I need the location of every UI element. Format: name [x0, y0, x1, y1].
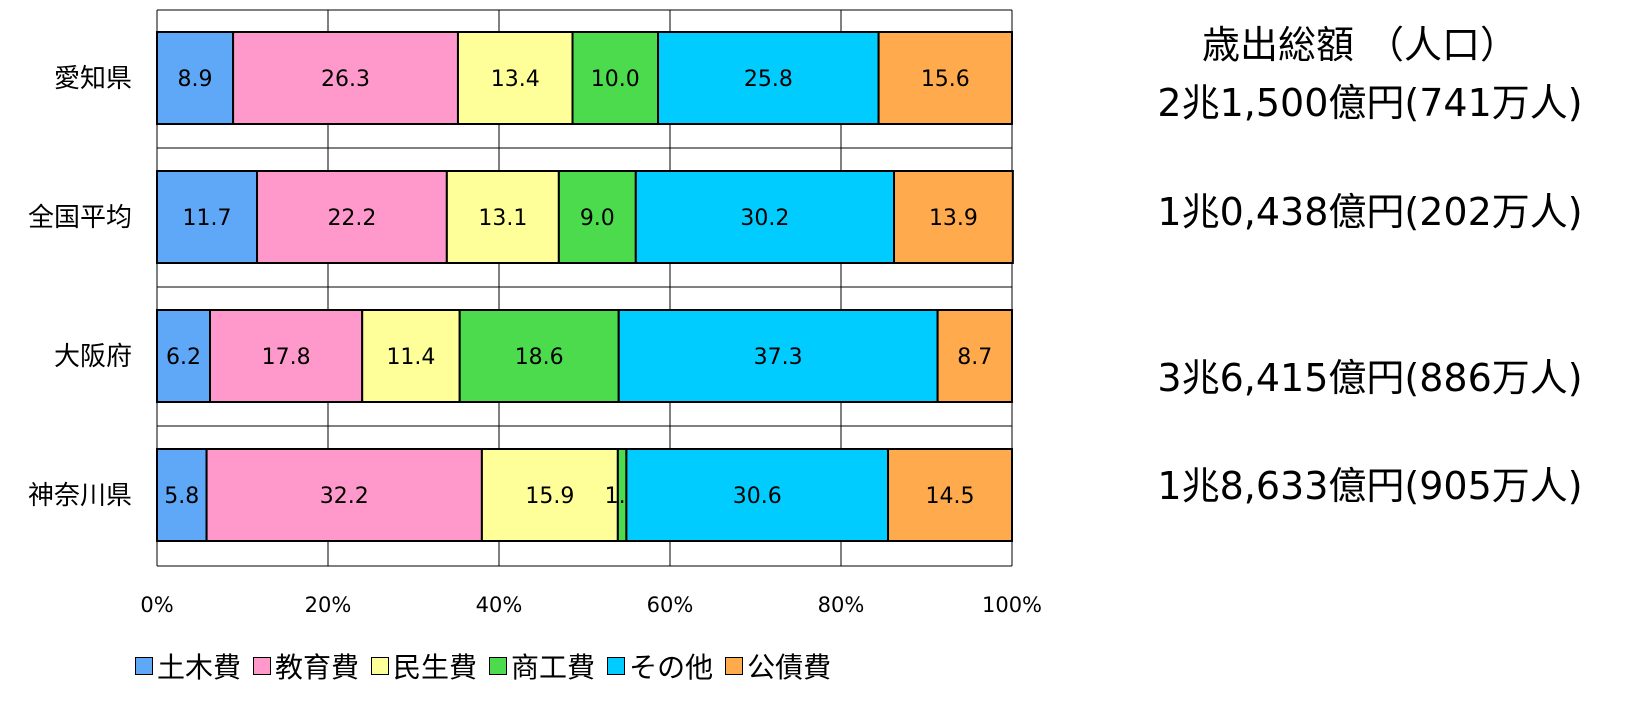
legend-label-2: 民生費 — [393, 651, 478, 684]
legend: 土木費 教育費 民生費 商工費 その他 公債費 — [135, 646, 843, 686]
bar-1-0 — [156, 170, 259, 264]
category-label-1: 全国平均 — [28, 203, 132, 233]
bar-2-0 — [156, 309, 212, 403]
data-label-3-4: 30.6 — [733, 484, 782, 509]
x-tick-label-4: 80% — [818, 593, 865, 617]
data-label-0-0: 8.9 — [178, 67, 213, 92]
legend-swatch-1 — [253, 657, 272, 675]
data-label-3-5: 14.5 — [926, 484, 975, 509]
legend-label-5: 公債費 — [747, 651, 832, 684]
total-national-average: 1兆0,438億円(202万人) — [1157, 190, 1583, 234]
legend-label-4: その他 — [629, 651, 714, 684]
bar-3-2 — [480, 448, 619, 542]
bar-0-0 — [156, 31, 235, 125]
category-label-3: 神奈川県 — [28, 481, 132, 511]
data-label-2-3: 18.6 — [515, 345, 564, 370]
data-label-0-1: 26.3 — [321, 67, 370, 92]
data-label-0-3: 10.0 — [591, 67, 640, 92]
data-label-2-1: 17.8 — [262, 345, 311, 370]
data-label-2-5: 8.7 — [957, 345, 992, 370]
bar-3-4 — [625, 448, 890, 542]
legend-item-4: その他 — [607, 646, 713, 686]
bar-0-2 — [456, 31, 574, 125]
x-tick-label-3: 60% — [647, 593, 694, 617]
legend-label-0: 土木費 — [157, 651, 242, 684]
bar-2-4 — [617, 309, 939, 403]
x-tick-label-1: 20% — [305, 593, 352, 617]
bar-1-2 — [445, 170, 560, 264]
x-tick-label-2: 40% — [476, 593, 523, 617]
total-kanagawa: 1兆8,633億円(905万人) — [1157, 464, 1583, 508]
bar-1-1 — [256, 170, 448, 264]
bar-0-1 — [232, 31, 459, 125]
data-label-1-5: 13.9 — [929, 206, 978, 231]
bar-2-1 — [209, 309, 364, 403]
bar-0-4 — [657, 31, 880, 125]
category-label-0: 愛知県 — [54, 64, 132, 94]
data-label-3-1: 32.2 — [320, 484, 369, 509]
bar-2-3 — [458, 309, 620, 403]
x-tick-label-0: 0% — [140, 593, 173, 617]
legend-swatch-0 — [135, 657, 153, 675]
x-tick-labels: 0% 20% 40% 60% 80% 100% — [140, 593, 1042, 617]
data-label-0-2: 13.4 — [491, 67, 540, 92]
data-label-1-1: 22.2 — [327, 206, 376, 231]
legend-item-2: 民生費 — [371, 646, 477, 686]
total-osaka: 3兆6,415億円(886万人) — [1157, 356, 1583, 400]
legend-item-1: 教育費 — [253, 646, 359, 686]
legend-swatch-5 — [725, 657, 744, 675]
bars: 8.9 26.3 13.4 10.0 25.8 15.6 11.7 22.2 13.1 9.0 30… — [156, 31, 1014, 542]
legend-item-0: 土木費 — [135, 646, 241, 686]
data-label-2-4: 37.3 — [754, 345, 803, 370]
legend-swatch-4 — [607, 657, 626, 675]
total-expenditure-title: 歳出総額 （人口） — [1201, 23, 1519, 67]
bar-3-0 — [156, 448, 208, 542]
bar-3-5 — [887, 448, 1014, 542]
data-label-3-0: 5.8 — [164, 484, 199, 509]
data-label-2-0: 6.2 — [166, 345, 201, 370]
bar-0-3 — [571, 31, 660, 125]
category-label-2: 大阪府 — [54, 342, 132, 372]
bar-0-5 — [877, 31, 1013, 125]
legend-label-3: 商工費 — [511, 651, 596, 684]
data-label-1-2: 13.1 — [478, 206, 527, 231]
bar-2-2 — [361, 309, 461, 403]
data-label-0-5: 15.6 — [921, 67, 970, 92]
data-label-2-2: 11.4 — [386, 345, 435, 370]
data-label-0-4: 25.8 — [744, 67, 793, 92]
data-label-1-0: 11.7 — [183, 206, 232, 231]
legend-label-1: 教育費 — [275, 651, 360, 684]
bar-1-4 — [634, 170, 896, 264]
data-label-1-3: 9.0 — [580, 206, 615, 231]
legend-swatch-3 — [489, 657, 508, 675]
bar-2-5 — [936, 309, 1013, 403]
data-label-3-2: 15.9 — [525, 484, 574, 509]
bar-1-3 — [557, 170, 637, 264]
total-aichi: 2兆1,500億円(741万人) — [1157, 81, 1583, 125]
legend-swatch-2 — [371, 657, 390, 675]
x-tick-label-5: 100% — [982, 593, 1042, 617]
legend-item-3: 商工費 — [489, 646, 595, 686]
bar-1-5 — [893, 170, 1014, 264]
data-label-1-4: 30.2 — [740, 206, 789, 231]
legend-item-5: 公債費 — [725, 646, 831, 686]
bar-3-1 — [205, 448, 483, 542]
